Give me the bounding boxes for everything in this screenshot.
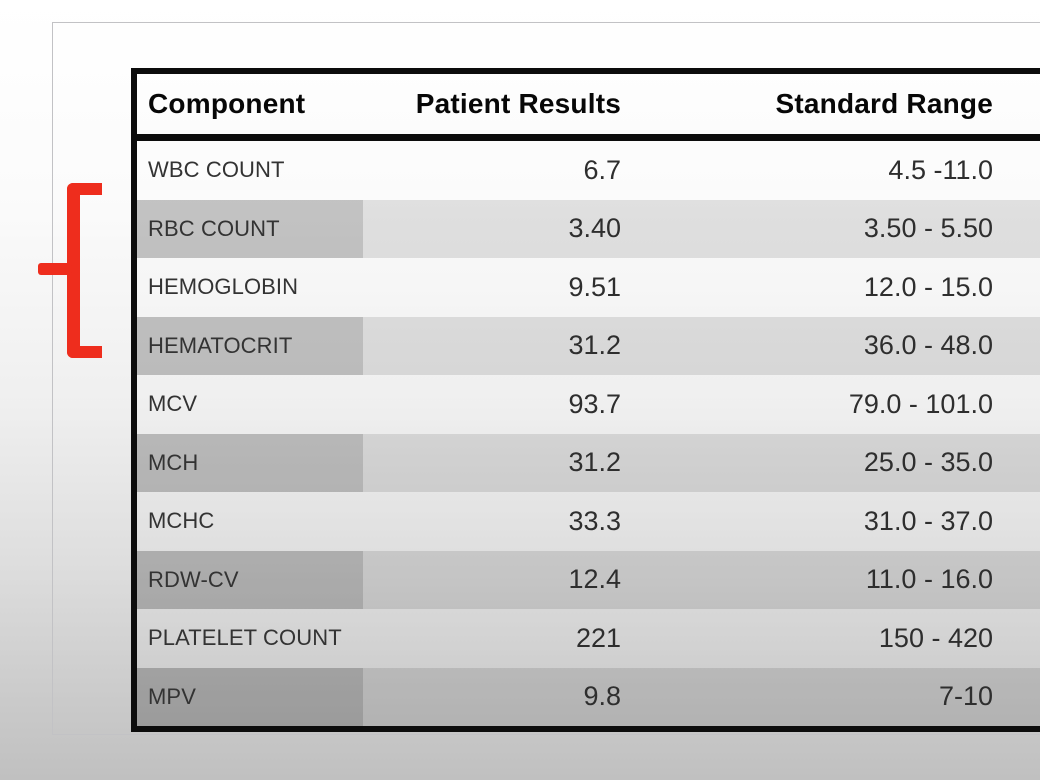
patient-result-cell: 221	[575, 622, 621, 653]
document-page: Component Patient Results Standard Range…	[52, 22, 1040, 735]
table-row: PLATELET COUNT 221 150 - 420	[137, 609, 1040, 668]
component-cell: MCHC	[148, 508, 215, 534]
patient-result-cell: 9.8	[363, 667, 633, 726]
standard-range-cell: 3.50 - 5.50	[633, 199, 1005, 258]
table-row: MPV 9.8 7-10	[137, 667, 1040, 726]
patient-result-cell: 6.7	[583, 154, 621, 185]
standard-range-cell: 150 - 420	[878, 622, 993, 653]
row-filler	[1005, 199, 1040, 258]
row-filler	[1005, 609, 1040, 668]
table-row: RBC COUNT 3.40 3.50 - 5.50	[137, 199, 1040, 258]
standard-range-cell: 79.0 - 101.0	[848, 388, 993, 419]
patient-result-cell: 31.2	[363, 316, 633, 375]
column-header-standard-range: Standard Range	[775, 88, 993, 119]
row-filler	[1005, 258, 1040, 317]
table-row: RDW-CV 12.4 11.0 - 16.0	[137, 550, 1040, 609]
table-body: WBC COUNT 6.7 4.5 -11.0 RBC COUNT 3.40 3…	[137, 141, 1040, 726]
component-cell: MPV	[137, 667, 363, 726]
table-row: MCHC 33.3 31.0 - 37.0	[137, 492, 1040, 551]
column-header-component: Component	[148, 88, 306, 119]
component-cell: RBC COUNT	[137, 199, 363, 258]
patient-result-cell: 12.4	[363, 550, 633, 609]
table-row: WBC COUNT 6.7 4.5 -11.0	[137, 141, 1040, 200]
patient-result-cell: 9.51	[568, 271, 621, 302]
component-cell: RDW-CV	[137, 550, 363, 609]
row-filler	[1005, 550, 1040, 609]
patient-result-cell: 93.7	[568, 388, 621, 419]
table-row: HEMATOCRIT 31.2 36.0 - 48.0	[137, 316, 1040, 375]
patient-result-cell: 33.3	[568, 505, 621, 536]
patient-result-cell: 3.40	[363, 199, 633, 258]
cbc-results-table: Component Patient Results Standard Range…	[131, 68, 1040, 732]
patient-result-cell: 31.2	[363, 433, 633, 492]
row-filler	[1005, 141, 1040, 200]
row-filler	[1005, 492, 1040, 551]
column-header-patient-results: Patient Results	[415, 88, 621, 119]
standard-range-cell: 7-10	[633, 667, 1005, 726]
component-cell: HEMATOCRIT	[137, 316, 363, 375]
table-row: MCH 31.2 25.0 - 35.0	[137, 433, 1040, 492]
component-cell: MCH	[137, 433, 363, 492]
table-row: HEMOGLOBIN 9.51 12.0 - 15.0	[137, 258, 1040, 317]
standard-range-cell: 11.0 - 16.0	[633, 550, 1005, 609]
row-filler	[1005, 667, 1040, 726]
row-filler	[1005, 375, 1040, 434]
table-row: MCV 93.7 79.0 - 101.0	[137, 375, 1040, 434]
component-cell: WBC COUNT	[148, 157, 285, 183]
component-cell: HEMOGLOBIN	[148, 274, 299, 300]
red-bracket-tick	[38, 263, 72, 275]
red-bracket-annotation	[67, 183, 102, 358]
component-cell: MCV	[148, 391, 198, 417]
standard-range-cell: 12.0 - 15.0	[863, 271, 993, 302]
standard-range-cell: 25.0 - 35.0	[633, 433, 1005, 492]
component-cell: PLATELET COUNT	[148, 625, 342, 651]
standard-range-cell: 4.5 -11.0	[888, 154, 993, 185]
table-header-row: Component Patient Results Standard Range	[137, 74, 1040, 134]
standard-range-cell: 36.0 - 48.0	[633, 316, 1005, 375]
row-filler	[1005, 433, 1040, 492]
header-divider	[137, 134, 1040, 141]
row-filler	[1005, 316, 1040, 375]
standard-range-cell: 31.0 - 37.0	[863, 505, 993, 536]
